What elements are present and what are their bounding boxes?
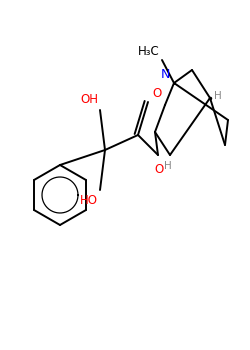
Text: H₃C: H₃C: [138, 45, 160, 58]
Text: N: N: [160, 68, 170, 81]
Text: HO: HO: [80, 194, 98, 207]
Text: OH: OH: [80, 93, 98, 106]
Text: H: H: [214, 91, 222, 101]
Text: O: O: [154, 163, 164, 176]
Text: O: O: [152, 87, 161, 100]
Text: H: H: [164, 161, 172, 171]
